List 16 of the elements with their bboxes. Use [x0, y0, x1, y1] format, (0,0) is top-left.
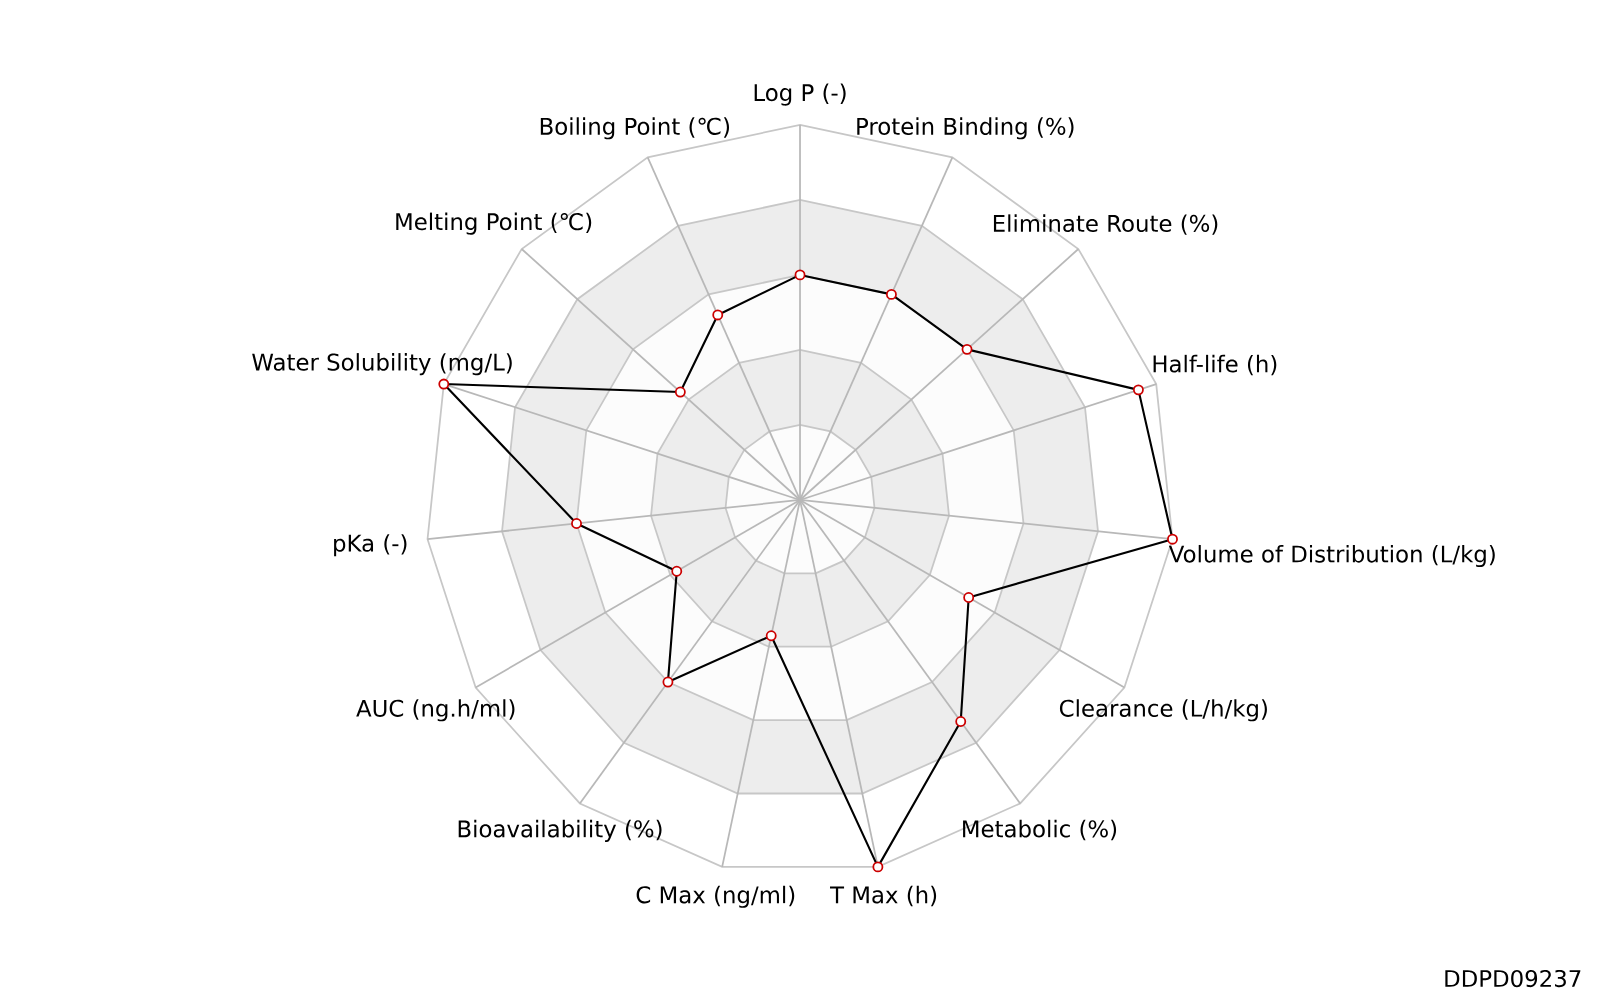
spoke-label: Eliminate Route (%)	[993, 214, 1218, 235]
spoke-label: Boiling Point (℃)	[540, 117, 730, 140]
spoke-label: Bioavailability (%)	[458, 819, 662, 842]
text: DDPD09237	[1445, 969, 1581, 988]
spoke-label: Volume of Distribution (L/kg)	[1168, 544, 1495, 568]
spoke-label: pKa (-)	[334, 534, 407, 557]
spoke-label: Melting Point (℃)	[396, 212, 592, 235]
spoke-label: Protein Binding (%)	[857, 117, 1074, 140]
spoke-label: Metabolic (%)	[963, 819, 1117, 841]
spoke-label: Log P (-)	[754, 83, 846, 106]
spoke-label: T Max (h)	[830, 885, 937, 907]
spoke-label: Half-life (h)	[1153, 354, 1277, 376]
spoke-label: Clearance (L/h/kg)	[1059, 699, 1267, 722]
spoke-label: Water Solubility (mg/L)	[252, 353, 512, 376]
spoke-label: AUC (ng.h/ml)	[356, 699, 515, 722]
spoke-label: C Max (ng/ml)	[636, 885, 795, 908]
